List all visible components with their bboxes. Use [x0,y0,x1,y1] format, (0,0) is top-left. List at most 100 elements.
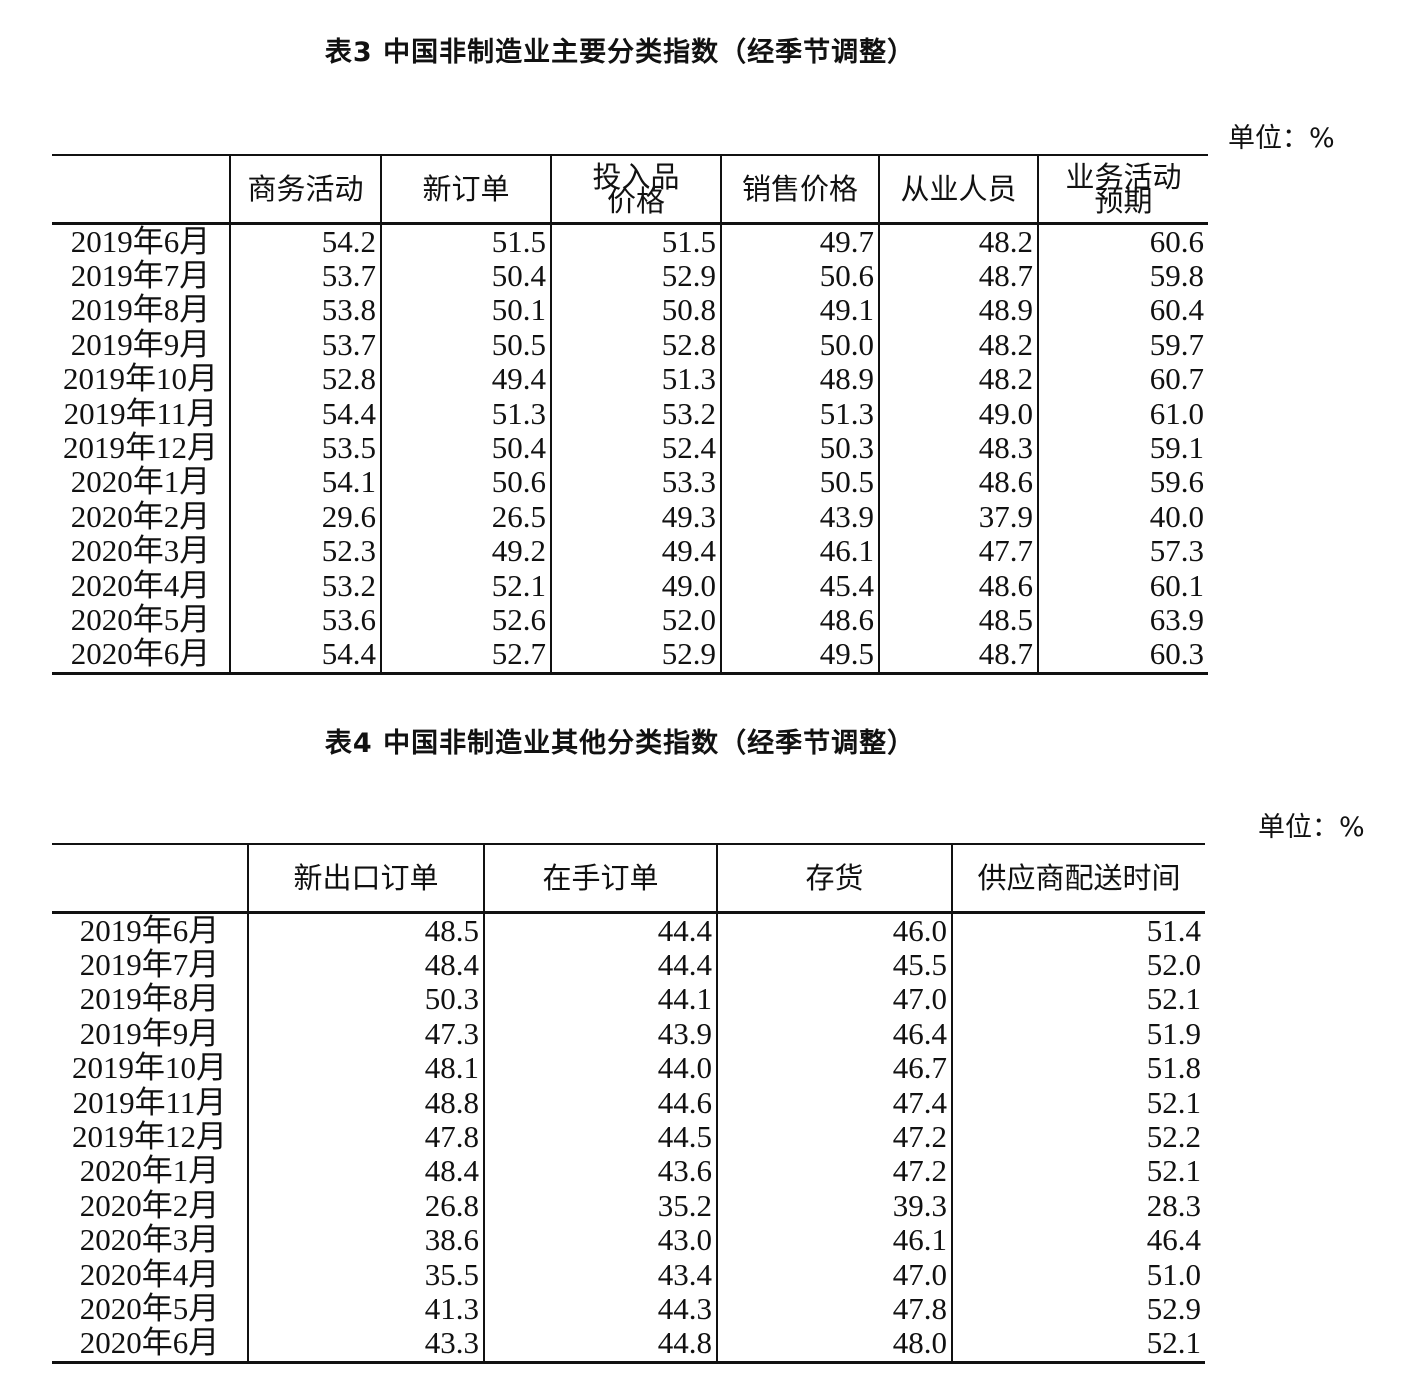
cell-value: 60.1 [1037,568,1208,603]
row-label: 2019年8月 [79,981,220,1017]
column-header [52,155,230,223]
cell-value: 51.5 [380,223,551,259]
cell-value: 43.9 [720,499,879,535]
cell-value: 48.6 [720,602,879,638]
cell-value: 43.6 [483,1153,717,1189]
cell-value: 52.2 [951,1119,1205,1155]
row-label: 2020年1月 [79,1153,220,1189]
cell-value: 48.6 [878,568,1038,603]
cell-value: 52.9 [550,637,721,675]
cell-value: 43.4 [483,1257,717,1292]
cell-value: 50.3 [720,430,879,466]
cell-value: 63.9 [1037,602,1208,638]
cell-value: 48.8 [247,1085,484,1120]
cell-value: 52.9 [951,1291,1205,1327]
cell-value: 48.0 [716,1326,952,1364]
cell-value: 45.4 [720,568,879,603]
cell-value: 49.0 [550,568,721,603]
cell-value: 52.8 [550,327,721,363]
row-label: 2020年4月 [70,567,211,603]
column-header-line: 商务活动 [247,171,364,206]
table-row: 2020年6月 54.4 52.7 52.9 49.5 48.7 60.3 [52,637,1208,675]
cell-value: 51.5 [550,223,721,259]
cell-value: 60.3 [1037,637,1208,675]
cell-value: 47.2 [716,1119,952,1155]
row-label: 2019年12月 [63,429,218,465]
table-row: 2020年1月 48.4 43.6 47.2 52.1 [52,1153,1205,1189]
cell-value: 52.7 [380,637,551,675]
column-header-line: 在手订单 [542,860,659,895]
table-row: 2020年2月 29.6 26.5 49.3 43.9 37.9 40.0 [52,499,1208,535]
cell-value: 49.0 [878,396,1038,431]
cell-value: 48.2 [878,327,1038,363]
row-label: 2020年5月 [79,1290,220,1326]
cell-value: 44.4 [483,947,717,983]
table-row: 2019年11月 48.8 44.6 47.4 52.1 [52,1084,1205,1120]
cell-value: 50.6 [380,464,551,500]
column-header: 销售价格 [720,155,879,223]
cell-value: 44.6 [483,1085,717,1120]
column-header: 供应商配送时间 [951,844,1205,912]
column-header: 从业人员 [878,155,1038,223]
row-label: 2019年6月 [70,223,211,259]
cell-value: 53.6 [229,602,381,638]
cell-value: 49.3 [550,499,721,535]
table4-unit: 单位：% [1258,812,1365,843]
cell-value: 60.7 [1037,361,1208,397]
table-row: 2019年8月 53.8 50.1 50.8 49.1 48.9 60.4 [52,292,1208,328]
cell-value: 48.6 [878,464,1038,500]
cell-value: 51.0 [951,1257,1205,1292]
cell-value: 46.1 [720,533,879,569]
cell-value: 52.9 [550,258,721,294]
table-row: 2020年6月 43.3 44.8 48.0 52.1 [52,1326,1205,1364]
cell-value: 60.4 [1037,292,1208,328]
cell-value: 47.8 [247,1119,484,1155]
table-row: 2019年7月 53.7 50.4 52.9 50.6 48.7 59.8 [52,257,1208,294]
cell-value: 48.7 [878,637,1038,675]
cell-value: 60.6 [1037,223,1208,259]
cell-value: 50.4 [380,258,551,294]
cell-value: 50.1 [380,292,551,328]
row-label: 2020年6月 [52,637,230,675]
row-label: 2019年11月 [72,1084,227,1120]
cell-value: 47.4 [716,1085,952,1120]
column-header [52,844,248,912]
table-row: 2020年5月 41.3 44.3 47.8 52.9 [52,1290,1205,1327]
table-row: 2019年6月 48.5 44.4 46.0 51.4 [52,912,1205,948]
cell-value: 53.8 [229,292,381,328]
cell-value: 48.4 [247,947,484,983]
row-label: 2020年2月 [79,1187,220,1223]
row-label: 2019年7月 [70,257,211,293]
cell-value: 28.3 [951,1188,1205,1224]
table-row: 2020年4月 53.2 52.1 49.0 45.4 48.6 60.1 [52,567,1208,603]
cell-value: 46.4 [716,1016,952,1052]
cell-value: 54.2 [229,223,381,259]
cell-value: 26.8 [247,1188,484,1224]
column-header-line: 从业人员 [900,171,1017,206]
table3-unit: 单位：% [1228,123,1335,154]
row-label: 2019年6月 [79,912,220,948]
cell-value: 52.1 [951,1326,1205,1364]
cell-value: 48.3 [878,430,1038,466]
cell-value: 45.5 [716,947,952,983]
cell-value: 49.5 [720,637,879,675]
row-label: 2019年8月 [70,292,211,328]
cell-value: 57.3 [1037,533,1208,569]
cell-value: 47.8 [716,1291,952,1327]
cell-value: 59.6 [1037,464,1208,500]
cell-value: 52.1 [380,568,551,603]
column-header-line: 投入品 [592,159,680,194]
cell-value: 51.3 [380,396,551,431]
cell-value: 61.0 [1037,396,1208,431]
cell-value: 51.8 [951,1050,1205,1086]
row-label: 2020年5月 [70,601,211,637]
row-label: 2019年9月 [79,1015,220,1051]
cell-value: 29.6 [229,499,381,535]
column-header: 新出口订单 [247,844,484,912]
cell-value: 44.0 [483,1050,717,1086]
cell-value: 54.1 [229,464,381,500]
cell-value: 49.4 [550,533,721,569]
cell-value: 39.3 [716,1188,952,1224]
cell-value: 53.7 [229,258,381,294]
table-row: 2019年8月 50.3 44.1 47.0 52.1 [52,981,1205,1017]
